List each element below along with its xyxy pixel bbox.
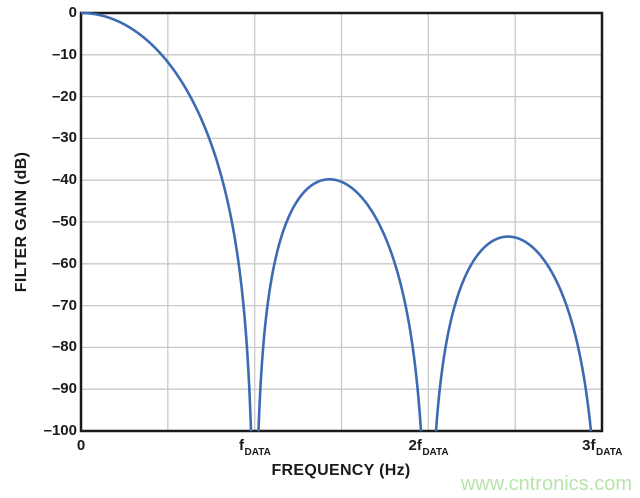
x-axis-title: FREQUENCY (Hz) (271, 462, 411, 479)
y-tick-label: –10 (51, 45, 77, 63)
x-tick-text: 2f (408, 437, 422, 454)
x-tick-label: 3fDATA (582, 437, 623, 458)
y-tick-label: –70 (51, 296, 77, 314)
y-tick-label: –40 (51, 171, 77, 189)
x-tick-subscript: DATA (422, 447, 449, 458)
x-tick-label: 0 (77, 437, 85, 457)
y-tick-label: 0 (68, 4, 77, 21)
x-tick-subscript: DATA (244, 447, 271, 458)
x-tick-text: 0 (76, 437, 86, 454)
x-tick-text: 3f (582, 437, 596, 454)
filter-response-curve (80, 11, 593, 432)
x-tick-label: fDATA (239, 437, 271, 458)
gridlines (81, 13, 602, 431)
y-tick-label: –50 (51, 213, 77, 230)
y-tick-label: –30 (51, 129, 77, 147)
y-axis-title: FILTER GAIN (dB) (13, 151, 30, 293)
y-tick-label: –90 (51, 380, 77, 398)
y-tick-label: –80 (51, 338, 77, 356)
x-tick-label: 2fDATA (408, 437, 449, 458)
x-tick-text: f (239, 437, 245, 454)
y-tick-label: –60 (51, 254, 77, 272)
plot-border (79, 11, 604, 433)
y-tick-label: –100 (43, 422, 77, 439)
y-tick-label: –20 (51, 87, 77, 105)
x-tick-subscript: DATA (596, 447, 623, 458)
watermark-text: www.cntronics.com (460, 473, 632, 495)
